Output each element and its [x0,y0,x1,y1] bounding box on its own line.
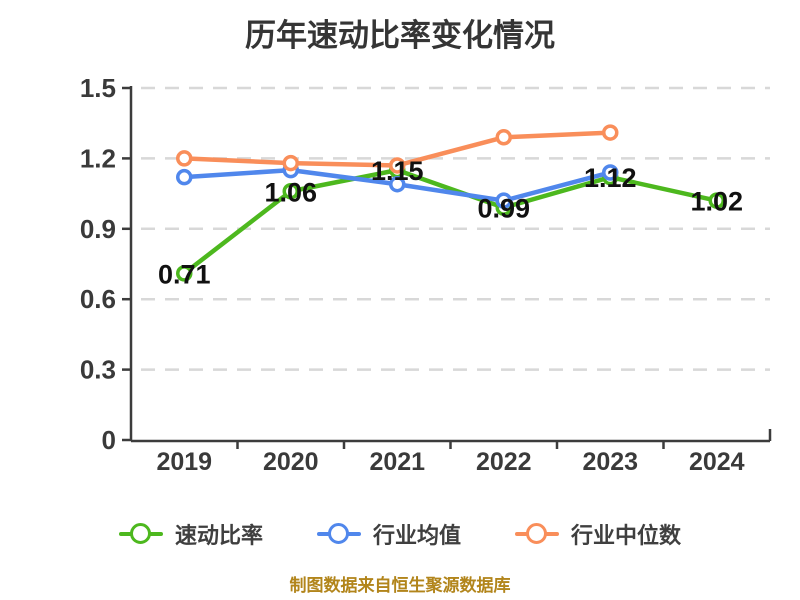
data-point-quick-ratio-2020 [282,183,299,200]
x-tick-label: 2019 [156,448,212,476]
data-label-quick-ratio-2020: 1.06 [264,177,317,207]
series-line-quick-ratio [182,167,719,276]
x-tick-label: 2022 [476,448,532,476]
x-tick-label: 2023 [582,448,638,476]
data-point-industry-mean-2019 [176,168,193,186]
data-point-industry-median-2020 [282,154,299,172]
data-point-quick-ratio-2024 [708,192,725,209]
legend-item-industry-mean[interactable]: 行业均值 [316,518,461,550]
industry-median-legend-marker-icon [515,522,559,546]
data-point-industry-median-2019 [176,150,193,167]
legend-label-industry-median: 行业中位数 [571,523,682,548]
legend-item-quick-ratio[interactable]: 速动比率 [118,518,263,550]
data-label-quick-ratio-2021: 1.15 [371,156,424,186]
data-point-industry-mean-2022 [495,192,512,209]
data-label-quick-ratio-2022: 0.99 [477,194,530,224]
data-point-industry-median-2023 [602,124,619,141]
legend-label-industry-mean: 行业均值 [372,523,461,548]
y-tick-label: 0.6 [80,284,116,314]
x-tick-label: 2024 [689,448,745,476]
chart-title: 历年速动比率变化情况 [245,18,555,53]
y-tick-label: 0.3 [80,355,116,385]
y-tick-label: 1.5 [80,73,116,103]
y-tick-label: 0.9 [80,214,116,244]
data-source-note: 制图数据来自恒生聚源数据库 [289,576,511,595]
chart-legend: 速动比率 行业均值 行业中位数 [0,518,800,550]
data-label-quick-ratio-2024: 1.02 [690,187,743,217]
quick-ratio-legend-marker-icon [118,522,163,546]
industry-mean-legend-marker-icon [316,522,361,546]
data-point-industry-mean-2021 [389,175,406,193]
x-tick-label: 2020 [263,448,319,476]
data-point-industry-median-2021 [389,157,406,174]
legend-item-industry-median[interactable]: 行业中位数 [515,518,681,550]
data-point-industry-mean-2023 [602,164,619,181]
data-label-quick-ratio-2023: 1.12 [584,163,637,193]
data-label-quick-ratio-2019: 0.71 [158,259,211,289]
data-point-quick-ratio-2019 [176,265,193,282]
x-tick-label: 2021 [369,448,425,476]
y-tick-label: 1.2 [80,143,116,173]
y-tick-label: 0 [102,425,116,455]
legend-label-quick-ratio: 速动比率 [174,523,263,548]
data-point-industry-median-2022 [495,129,512,146]
